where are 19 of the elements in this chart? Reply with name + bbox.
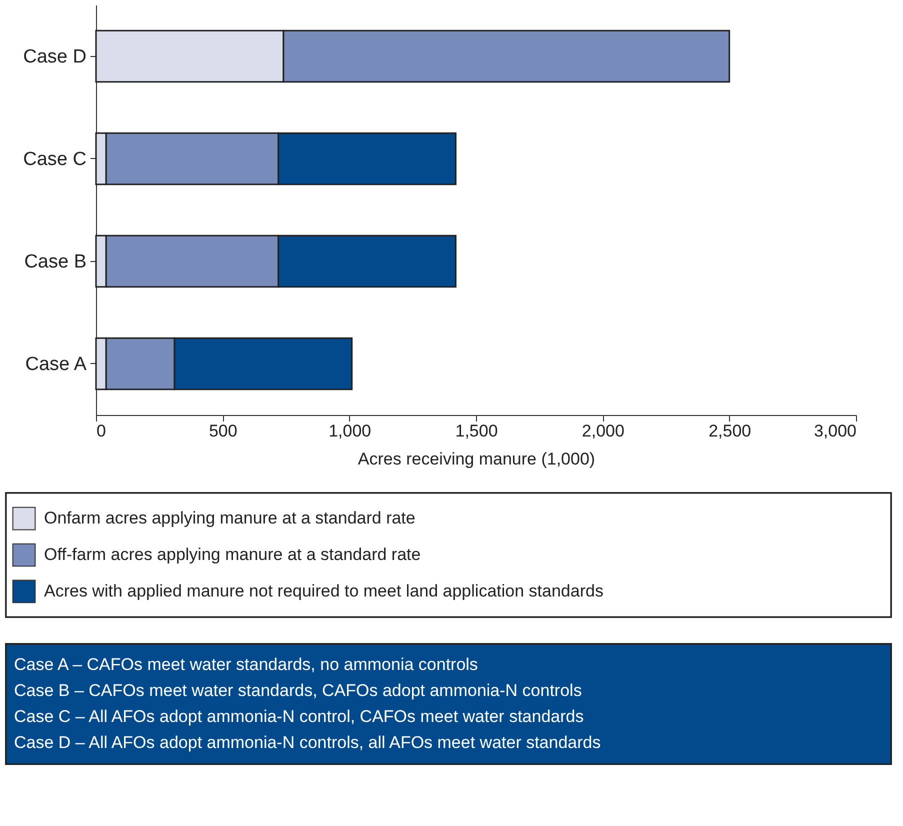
x-tick-label: 2,000 [582,422,624,440]
x-tick-label: 500 [208,422,238,440]
y-tick-label: Case B [24,251,86,272]
x-tick-label: 1,000 [328,422,372,440]
text: Case A – CAFOs meet water standards, no ammonia controls [14,654,478,674]
text: Case C – All AFOs adopt ammonia-N control, CAFOs meet water standards [14,707,584,726]
legend-label: Onfarm acres applying manure at a standard rate [44,508,416,528]
y-tick-label: Case D [23,46,86,68]
y-tick-label: Case A [25,354,87,375]
x-tick-label: 2,500 [708,422,752,440]
legend-label: Acres with applied manure not required to meet land application standards [44,581,604,600]
x-tick-label: 0 [96,422,106,440]
x-tick-label: 3,000 [814,422,856,440]
x-tick-label: 1,500 [455,422,498,440]
legend-label: Off-farm acres applying manure at a standard rate [44,545,421,564]
x-axis-title: Acres receiving manure (1,000) [358,450,596,468]
text: Case D – All AFOs adopt ammonia-N controls, all AFOs meet water standards [14,733,601,752]
text: Case B – CAFOs meet water standards, CAFOs adopt ammonia-N controls [14,680,582,700]
y-tick-label: Case C [23,148,86,170]
